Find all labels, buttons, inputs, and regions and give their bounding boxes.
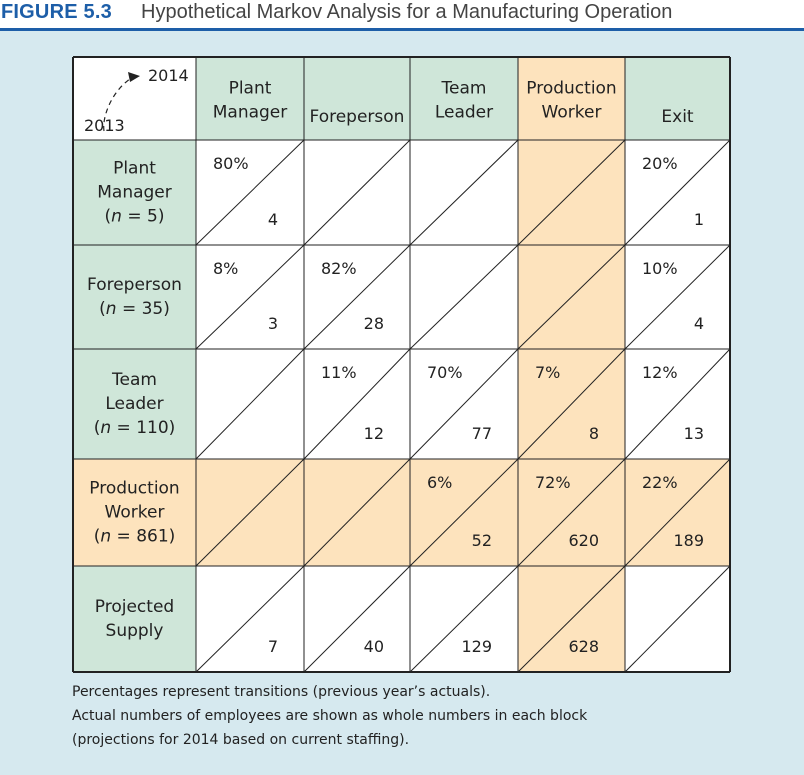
cell-r4-c4-diagonal bbox=[517, 458, 626, 567]
row-header-3-label-line-2: Leader bbox=[105, 394, 163, 414]
note-line-3: (projections for 2014 based on current s… bbox=[72, 732, 410, 748]
cell-r3-c5-diagonal bbox=[624, 348, 731, 460]
row-header-5-label-line-2: Supply bbox=[106, 621, 164, 641]
col-header-3 bbox=[410, 57, 518, 140]
row-header-5-label-line-1: Projected bbox=[95, 597, 174, 617]
cell-r1-c1-count: 4 bbox=[268, 210, 278, 229]
year-arrow-line bbox=[103, 78, 131, 132]
figure-panel: 2014 2013 Plant Manager Foreperson Team Leader… bbox=[0, 31, 804, 775]
row-header-2-label-line-2: (n = 35) bbox=[99, 299, 170, 319]
cell-r2-c4-diagonal bbox=[517, 244, 626, 350]
cell-r3-c5-percent: 12% bbox=[642, 363, 678, 382]
row-header-1-label-line-2: Manager bbox=[97, 183, 172, 203]
cell-r5-c2-count: 40 bbox=[364, 637, 384, 656]
cell-r3-c2-diagonal bbox=[303, 348, 411, 460]
corner-to-year: 2014 bbox=[148, 66, 189, 85]
cell-r3-c3-percent: 70% bbox=[427, 363, 463, 382]
row-header-2-label-line-1: Foreperson bbox=[87, 275, 182, 295]
row-header-3-label-line-1: Team bbox=[111, 370, 157, 390]
cell-r4-c4-percent: 72% bbox=[535, 473, 571, 492]
cell-r2-c5-percent: 10% bbox=[642, 259, 678, 278]
cell-r1-c5-diagonal bbox=[624, 139, 731, 246]
cell-r4-c3-percent: 6% bbox=[427, 473, 452, 492]
cell-r1-c3-diagonal bbox=[409, 139, 519, 246]
figure-header: FIGURE 5.3 Hypothetical Markov Analysis … bbox=[0, 0, 804, 31]
cell-r3-c2-percent: 11% bbox=[321, 363, 357, 382]
cell-r3-c3-diagonal bbox=[409, 348, 519, 460]
cell-r2-c2-percent: 82% bbox=[321, 259, 357, 278]
markov-matrix: 2014 2013 Plant Manager Foreperson Team Leader… bbox=[72, 56, 731, 673]
row-header-4-label-line-1: Production bbox=[89, 479, 179, 499]
row-header-1-label-line-3: (n = 5) bbox=[105, 207, 165, 227]
col-header-1-label-line-1: Plant bbox=[229, 79, 272, 99]
cell-r4-c3-count: 52 bbox=[472, 531, 492, 550]
cell-r5-c4-diagonal bbox=[517, 565, 626, 673]
figure-title: Hypothetical Markov Analysis for a Manuf… bbox=[141, 1, 673, 23]
cell-r5-c3-diagonal bbox=[409, 565, 519, 673]
cell-r2-c5-count: 4 bbox=[694, 314, 704, 333]
col-header-3-label-line-2: Leader bbox=[435, 103, 493, 123]
cell-r4-c2-diagonal bbox=[303, 458, 411, 567]
row-header-1-label-line-1: Plant bbox=[113, 159, 156, 179]
cell-r2-c1-count: 3 bbox=[268, 314, 278, 333]
row-header-3 bbox=[73, 349, 196, 459]
cell-r2-c1-diagonal bbox=[195, 244, 305, 350]
year-arrow-head bbox=[128, 72, 140, 82]
col-header-2 bbox=[304, 57, 410, 140]
cell-r4-c5-diagonal bbox=[624, 458, 731, 567]
cell-r5-c1-diagonal bbox=[195, 565, 305, 673]
cell-r1-c1-percent: 80% bbox=[213, 154, 249, 173]
col-header-4 bbox=[518, 57, 625, 140]
row-header-3-label-line-3: (n = 110) bbox=[94, 418, 176, 438]
cell-r1-c5-count: 1 bbox=[694, 210, 704, 229]
cell-r2-c1-percent: 8% bbox=[213, 259, 238, 278]
cell-r5-c1-count: 7 bbox=[268, 637, 278, 656]
cell-r4-c4-count: 620 bbox=[568, 531, 599, 550]
cell-r1-c1-diagonal bbox=[195, 139, 305, 246]
cell-r2-c2-diagonal bbox=[303, 244, 411, 350]
col-header-5-label-line-1: Exit bbox=[661, 107, 694, 127]
col-header-5 bbox=[625, 57, 730, 140]
cell-r3-c5-count: 13 bbox=[684, 424, 704, 443]
cell-r5-c3-count: 129 bbox=[461, 637, 492, 656]
col-header-2-label-line-1: Foreperson bbox=[310, 107, 405, 127]
cell-r3-c4-percent: 7% bbox=[535, 363, 560, 382]
note-line-1: Percentages represent transitions (previ… bbox=[72, 684, 491, 700]
corner-from-year: 2013 bbox=[84, 116, 125, 135]
cell-r3-c1-diagonal bbox=[195, 348, 305, 460]
cell-r4-c5-count: 189 bbox=[673, 531, 704, 550]
note-line-2: Actual numbers of employees are shown as… bbox=[72, 708, 588, 724]
cell-r2-c2-count: 28 bbox=[364, 314, 384, 333]
col-header-4-label-line-2: Worker bbox=[542, 103, 602, 123]
col-header-1-label-line-2: Manager bbox=[213, 103, 288, 123]
cell-r3-c4-count: 8 bbox=[589, 424, 599, 443]
row-header-1 bbox=[73, 140, 196, 245]
row-header-5 bbox=[73, 566, 196, 672]
row-header-4-label-line-3: (n = 861) bbox=[94, 527, 176, 547]
cell-r2-c3-diagonal bbox=[409, 244, 519, 350]
row-header-4-label-line-2: Worker bbox=[105, 503, 165, 523]
cell-r2-c5-diagonal bbox=[624, 244, 731, 350]
figure-label: FIGURE 5.3 bbox=[1, 1, 112, 23]
cell-r5-c5-diagonal bbox=[624, 565, 731, 673]
col-header-3-label-line-1: Team bbox=[441, 79, 487, 99]
cell-r1-c4-diagonal bbox=[517, 139, 626, 246]
corner-cell bbox=[73, 57, 196, 140]
cell-r3-c3-count: 77 bbox=[472, 424, 492, 443]
figure-title-rule bbox=[0, 28, 804, 31]
row-header-2 bbox=[73, 245, 196, 349]
cell-r4-c5-percent: 22% bbox=[642, 473, 678, 492]
cell-r3-c2-count: 12 bbox=[364, 424, 384, 443]
col-header-1 bbox=[196, 57, 304, 140]
cell-r3-c4-diagonal bbox=[517, 348, 626, 460]
cell-r4-c3-diagonal bbox=[409, 458, 519, 567]
cell-r1-c2-diagonal bbox=[303, 139, 411, 246]
col-header-4-label-line-1: Production bbox=[526, 79, 616, 99]
row-header-4 bbox=[73, 459, 196, 566]
cell-r5-c2-diagonal bbox=[303, 565, 411, 673]
cell-r5-c4-count: 628 bbox=[568, 637, 599, 656]
cell-r1-c5-percent: 20% bbox=[642, 154, 678, 173]
cell-r4-c1-diagonal bbox=[195, 458, 305, 567]
